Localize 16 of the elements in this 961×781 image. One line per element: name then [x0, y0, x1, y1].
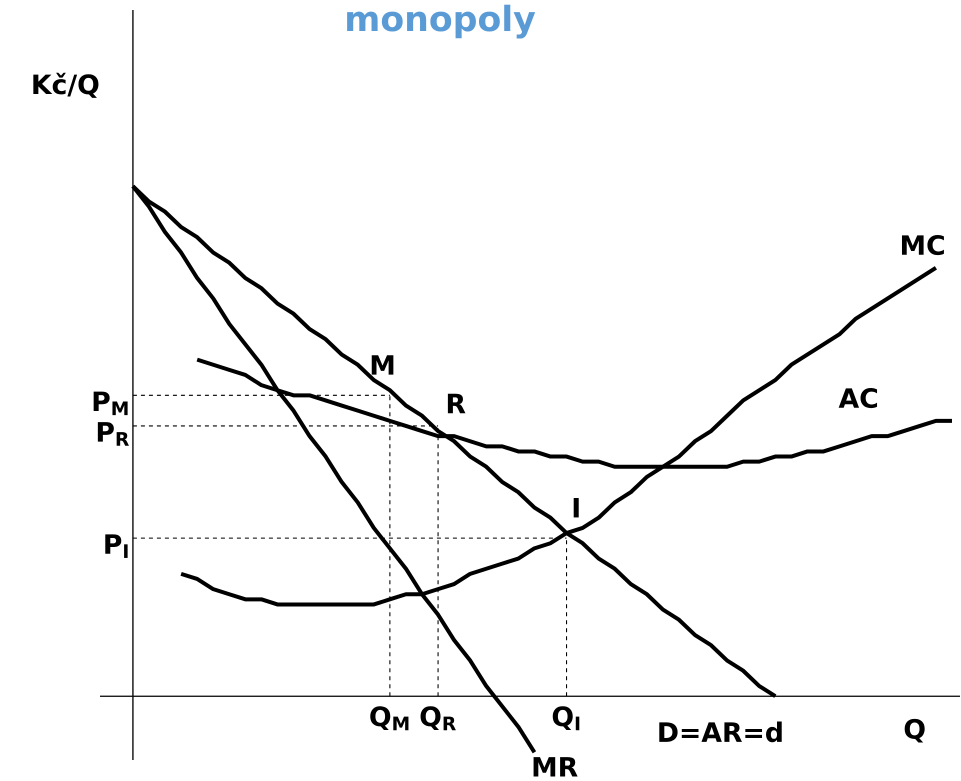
ref-line-label: P$_{R}$ — [98, 422, 129, 446]
series-label: MC — [902, 235, 944, 256]
y-axis-title: Kč/Q — [33, 72, 98, 98]
series-label: D=AR=d — [659, 722, 782, 742]
x-axis-title: Q — [904, 718, 925, 743]
chart-title: monopoly — [347, 4, 536, 39]
series-label: AC — [838, 388, 878, 408]
x-tick-label: Q$_{M}$ — [370, 706, 408, 730]
annotation: I — [574, 498, 579, 518]
x-tick-label: Q$_{R}$ — [420, 706, 456, 730]
series-label: MR — [534, 757, 578, 777]
ref-line-label: P$_{I}$ — [105, 534, 128, 558]
annotation: M — [372, 355, 394, 375]
ref-line-label: P$_{M}$ — [94, 392, 128, 416]
annotation: R — [448, 394, 466, 414]
x-tick-label: Q$_{I}$ — [552, 706, 580, 730]
